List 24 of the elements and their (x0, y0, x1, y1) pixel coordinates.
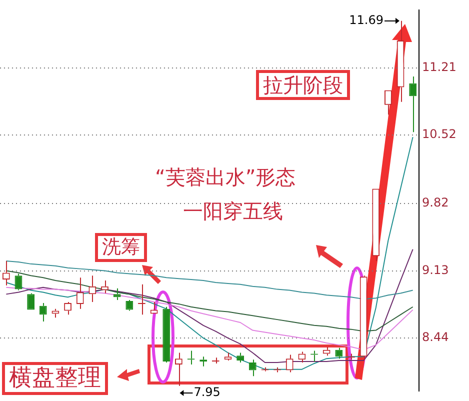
y-tick-label: 10.52 (422, 127, 456, 142)
y-tick-label: 8.44 (422, 330, 449, 344)
y-tick-label: 9.13 (422, 262, 449, 277)
candlestick (212, 357, 220, 364)
candlestick (113, 288, 121, 301)
annotation: 一阳穿五线 (183, 199, 283, 223)
y-tick-label: 11.21 (422, 60, 456, 74)
candlestick (162, 306, 170, 363)
annotation: 11.69 (349, 13, 384, 28)
annotation: 横盘整理 (2, 362, 108, 396)
candlestick (396, 20, 404, 102)
candlestick (360, 275, 368, 360)
candlestick (224, 352, 232, 362)
candlestick (409, 76, 417, 133)
annotation: 洗筹 (95, 233, 147, 262)
annotation: 7.95 (194, 385, 220, 400)
candlestick (372, 188, 380, 262)
annotation: “芙蓉出水”形态 (155, 165, 296, 189)
candlestick (101, 280, 108, 294)
y-tick-label: 9.82 (422, 196, 449, 210)
annotation: 拉升阶段 (256, 70, 350, 100)
candlestick (14, 273, 22, 291)
candlestick (27, 292, 35, 310)
candlestick (335, 347, 343, 360)
